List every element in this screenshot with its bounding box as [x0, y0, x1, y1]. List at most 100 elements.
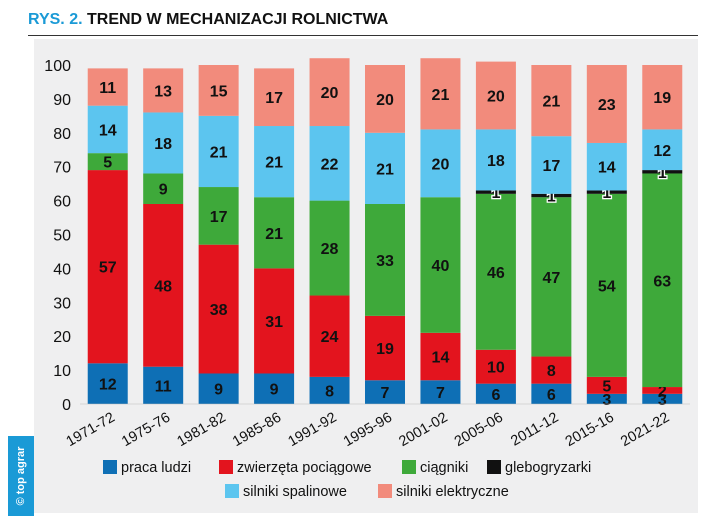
data-label: 2: [658, 383, 667, 400]
bar-segment: [87, 153, 128, 171]
bar-segment: [475, 349, 516, 384]
legend-swatch: [103, 460, 117, 474]
x-tick-label: 2001-02: [396, 410, 450, 450]
legend-label: glebogryzarki: [505, 460, 591, 476]
data-label: 20: [376, 92, 394, 109]
data-label: 11: [155, 378, 172, 395]
data-label: 57: [99, 260, 117, 277]
bar-segment: [198, 187, 239, 245]
x-tick-label: 1975-76: [119, 410, 173, 450]
legend-swatch: [487, 460, 501, 474]
data-label: 18: [154, 136, 172, 153]
data-label: 5: [602, 378, 611, 395]
y-tick-label: 90: [53, 92, 71, 109]
bar-segment: [365, 203, 405, 316]
data-label: 24: [321, 329, 339, 346]
bar-segment: [365, 132, 405, 204]
bar-segment: [143, 203, 184, 367]
bar-segment: [475, 129, 516, 191]
data-label: 31: [265, 314, 283, 331]
data-label: 17: [265, 90, 283, 107]
bar-segment: [198, 244, 239, 374]
bar-segment: [475, 383, 516, 404]
data-label: 17: [542, 158, 560, 175]
y-tick-label: 0: [62, 397, 71, 414]
chart-title: RYS. 2. TREND W MECHANIZACJI ROLNICTWA: [28, 9, 698, 36]
bar-segment: [586, 193, 627, 377]
bar-segment: [87, 170, 128, 364]
bar-segment: [475, 190, 516, 194]
data-label: 1: [658, 165, 667, 182]
bar-segment: [642, 173, 683, 388]
data-label: 14: [432, 350, 450, 367]
bar-segment: [531, 193, 572, 198]
data-label: 33: [376, 253, 394, 270]
data-label: 3: [658, 392, 667, 409]
y-tick-label: 70: [53, 160, 71, 177]
data-label: 21: [210, 144, 228, 161]
bar-segment: [420, 380, 461, 404]
bar-segment: [586, 190, 627, 194]
data-label: 54: [598, 278, 616, 295]
data-label: 1: [547, 189, 556, 206]
data-label: 5: [103, 155, 112, 172]
bar-segment: [642, 393, 683, 404]
data-label: 7: [436, 385, 445, 402]
bar-segment: [365, 315, 405, 381]
x-tick-label: 1981-82: [175, 410, 229, 450]
legend-swatch: [219, 460, 233, 474]
bar-segment: [309, 376, 350, 404]
data-label: 11: [99, 80, 116, 97]
data-label: 9: [270, 382, 279, 399]
bar-segment: [254, 268, 295, 374]
legend-label: ciągniki: [420, 460, 468, 476]
bar-segment: [87, 105, 128, 154]
bar-segment: [475, 193, 516, 350]
data-label: 10: [487, 360, 505, 377]
bar-segment: [254, 68, 295, 127]
data-label: 8: [547, 363, 556, 380]
data-label: 12: [653, 143, 671, 160]
bar-segment: [365, 65, 405, 133]
legend-swatch: [402, 460, 416, 474]
bar-segment: [531, 356, 572, 384]
bar-segment: [309, 58, 350, 127]
credit-text: © top agrar: [15, 446, 27, 506]
bar-segment: [642, 170, 683, 174]
data-label: 7: [381, 385, 390, 402]
data-label: 12: [99, 377, 117, 394]
bar-segment: [143, 366, 184, 404]
bar-segment: [198, 115, 239, 188]
data-label: 6: [491, 387, 500, 404]
bar-segment: [198, 373, 239, 404]
data-label: 21: [265, 155, 283, 172]
x-tick-label: 1971-72: [64, 410, 118, 450]
data-label: 20: [432, 156, 450, 173]
x-tick-label: 2005-06: [452, 410, 506, 450]
data-label: 8: [325, 383, 334, 400]
x-tick-label: 1985-86: [230, 410, 284, 450]
legend-label: zwierzęta pociągowe: [237, 460, 372, 476]
data-label: 3: [602, 392, 611, 409]
legend-label: silniki spalinowe: [243, 484, 347, 500]
data-label: 28: [321, 241, 339, 258]
bar-segment: [309, 295, 350, 377]
bar-segment: [642, 129, 683, 171]
bar-segment: [531, 383, 572, 404]
x-tick-label: 2021-22: [618, 410, 672, 450]
y-tick-label: 50: [53, 228, 71, 245]
data-label: 19: [376, 341, 394, 358]
data-label: 21: [265, 226, 283, 243]
y-tick-label: 40: [53, 261, 71, 278]
credit-badge: © top agrar: [8, 436, 34, 516]
bar-segment: [87, 363, 128, 404]
bar-segment: [254, 373, 295, 404]
y-tick-label: 100: [44, 58, 71, 75]
data-label: 63: [653, 273, 671, 290]
bar-segment: [586, 393, 627, 404]
bar-segment: [309, 200, 350, 296]
x-tick-label: 1991-92: [285, 410, 339, 450]
bar-segment: [143, 68, 184, 113]
y-tick-label: 10: [53, 363, 71, 380]
